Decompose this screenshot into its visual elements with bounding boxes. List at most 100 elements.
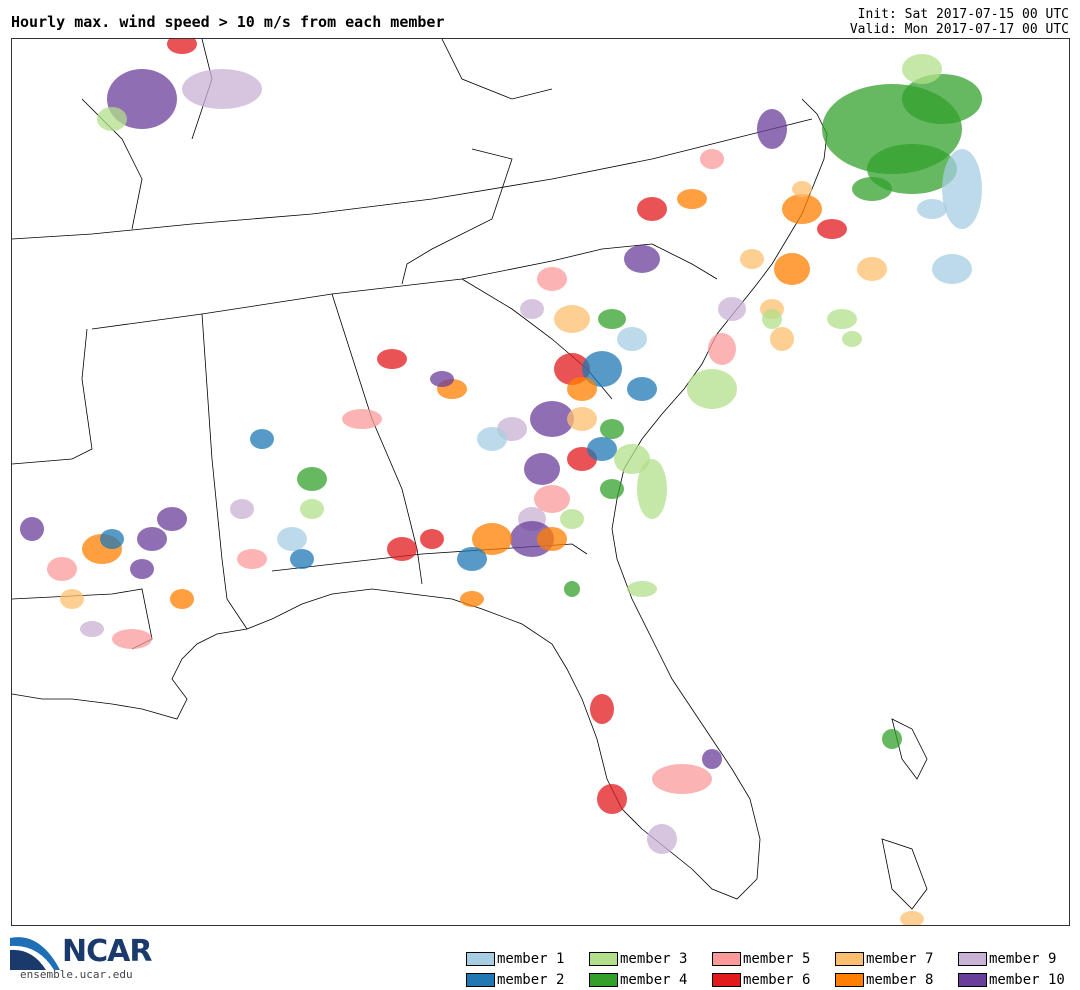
legend-label: member 6: [743, 971, 811, 988]
coastline: [12, 98, 828, 900]
wind-patch: [567, 377, 597, 401]
border-line: [441, 39, 553, 100]
island-outline: [881, 838, 928, 910]
logo-wordmark: NCAR: [62, 934, 152, 969]
legend-item: member 3: [589, 948, 712, 969]
legend-item: member 2: [466, 969, 589, 990]
wind-patch: [857, 257, 887, 281]
wind-patch: [582, 351, 622, 387]
legend-item: member 8: [835, 969, 958, 990]
border-line: [12, 328, 93, 465]
legend-swatch: [466, 951, 495, 966]
chart-title: Hourly max. wind speed > 10 m/s from eac…: [11, 13, 445, 31]
wind-patch: [902, 54, 942, 84]
border-line: [401, 148, 513, 285]
init-time: Init: Sat 2017-07-15 00 UTC: [857, 7, 1069, 22]
wind-contours: [20, 39, 982, 925]
border-line: [651, 243, 718, 280]
wind-patch: [100, 529, 124, 549]
wind-patch: [867, 144, 957, 194]
wind-patch: [167, 39, 197, 54]
wind-patch: [457, 547, 487, 571]
wind-patch: [842, 331, 862, 347]
ncar-swoosh-icon: [10, 937, 60, 970]
wind-patch: [530, 401, 574, 437]
wind-patch: [430, 371, 454, 387]
wind-patch: [917, 199, 947, 219]
wind-patch: [627, 581, 657, 597]
legend-label: member 5: [743, 950, 811, 967]
wind-patch: [700, 149, 724, 169]
wind-patch: [598, 309, 626, 329]
wind-patch: [137, 527, 167, 551]
wind-patch: [387, 537, 417, 561]
wind-patch: [420, 529, 444, 549]
wind-patch: [47, 557, 77, 581]
legend-label: member 8: [866, 971, 934, 988]
legend-item: member 7: [835, 948, 958, 969]
wind-patch: [554, 305, 590, 333]
wind-patch: [182, 69, 262, 109]
wind-patch: [900, 911, 924, 925]
wind-patch: [477, 427, 507, 451]
legend-label: member 2: [497, 971, 565, 988]
legend-swatch: [958, 951, 987, 966]
legend-item: member 6: [712, 969, 835, 990]
legend-item: member 4: [589, 969, 712, 990]
legend-item: member 1: [466, 948, 589, 969]
wind-patch: [524, 453, 560, 485]
wind-patch: [534, 485, 570, 513]
wind-patch: [170, 589, 194, 609]
wind-patch: [882, 729, 902, 749]
wind-patch: [718, 297, 746, 321]
logo-url: ensemble.ucar.edu: [20, 968, 133, 981]
wind-patch: [237, 549, 267, 569]
legend-label: member 7: [866, 950, 934, 967]
legend-item: member 9: [958, 948, 1080, 969]
wind-patch: [932, 254, 972, 284]
map-canvas: [12, 39, 982, 925]
wind-patch: [60, 589, 84, 609]
wind-patch: [554, 353, 590, 385]
wind-patch: [157, 507, 187, 531]
map-panel: [11, 38, 1070, 926]
ncar-logo: NCAR ensemble.ucar.edu: [10, 928, 170, 983]
wind-patch: [902, 74, 982, 124]
legend-swatch: [712, 951, 741, 966]
wind-patch: [774, 253, 810, 285]
wind-patch: [472, 523, 512, 555]
legend-swatch: [466, 972, 495, 987]
wind-patch: [647, 824, 677, 854]
wind-patch: [637, 197, 667, 221]
wind-patch: [564, 581, 580, 597]
border-line: [12, 118, 813, 240]
wind-patch: [708, 333, 736, 365]
legend-label: member 3: [620, 950, 688, 967]
wind-patch: [942, 149, 982, 229]
state-borders: [12, 39, 928, 910]
wind-patch: [537, 527, 567, 551]
wind-patch: [652, 764, 712, 794]
legend-swatch: [835, 951, 864, 966]
wind-patch: [300, 499, 324, 519]
wind-patch: [342, 409, 382, 429]
wind-patch: [537, 267, 567, 291]
wind-patch: [520, 299, 544, 319]
wind-patch: [377, 349, 407, 369]
wind-patch: [97, 107, 127, 131]
wind-patch: [230, 499, 254, 519]
wind-patch: [297, 467, 327, 491]
wind-patch: [460, 591, 484, 607]
wind-patch: [277, 527, 307, 551]
legend-swatch: [589, 951, 618, 966]
wind-patch: [770, 327, 794, 351]
wind-patch: [590, 694, 614, 724]
wind-patch: [600, 419, 624, 439]
wind-patch: [827, 309, 857, 329]
wind-patch: [597, 784, 627, 814]
valid-time: Valid: Mon 2017-07-17 00 UTC: [849, 22, 1069, 37]
wind-patch: [624, 245, 660, 273]
border-line: [201, 313, 248, 630]
legend-label: member 1: [497, 950, 565, 967]
wind-patch: [614, 444, 650, 474]
